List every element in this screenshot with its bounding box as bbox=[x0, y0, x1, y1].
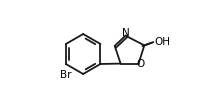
Text: Br: Br bbox=[60, 70, 71, 80]
Text: N: N bbox=[122, 28, 130, 38]
Text: OH: OH bbox=[155, 37, 171, 47]
Text: O: O bbox=[136, 59, 145, 69]
